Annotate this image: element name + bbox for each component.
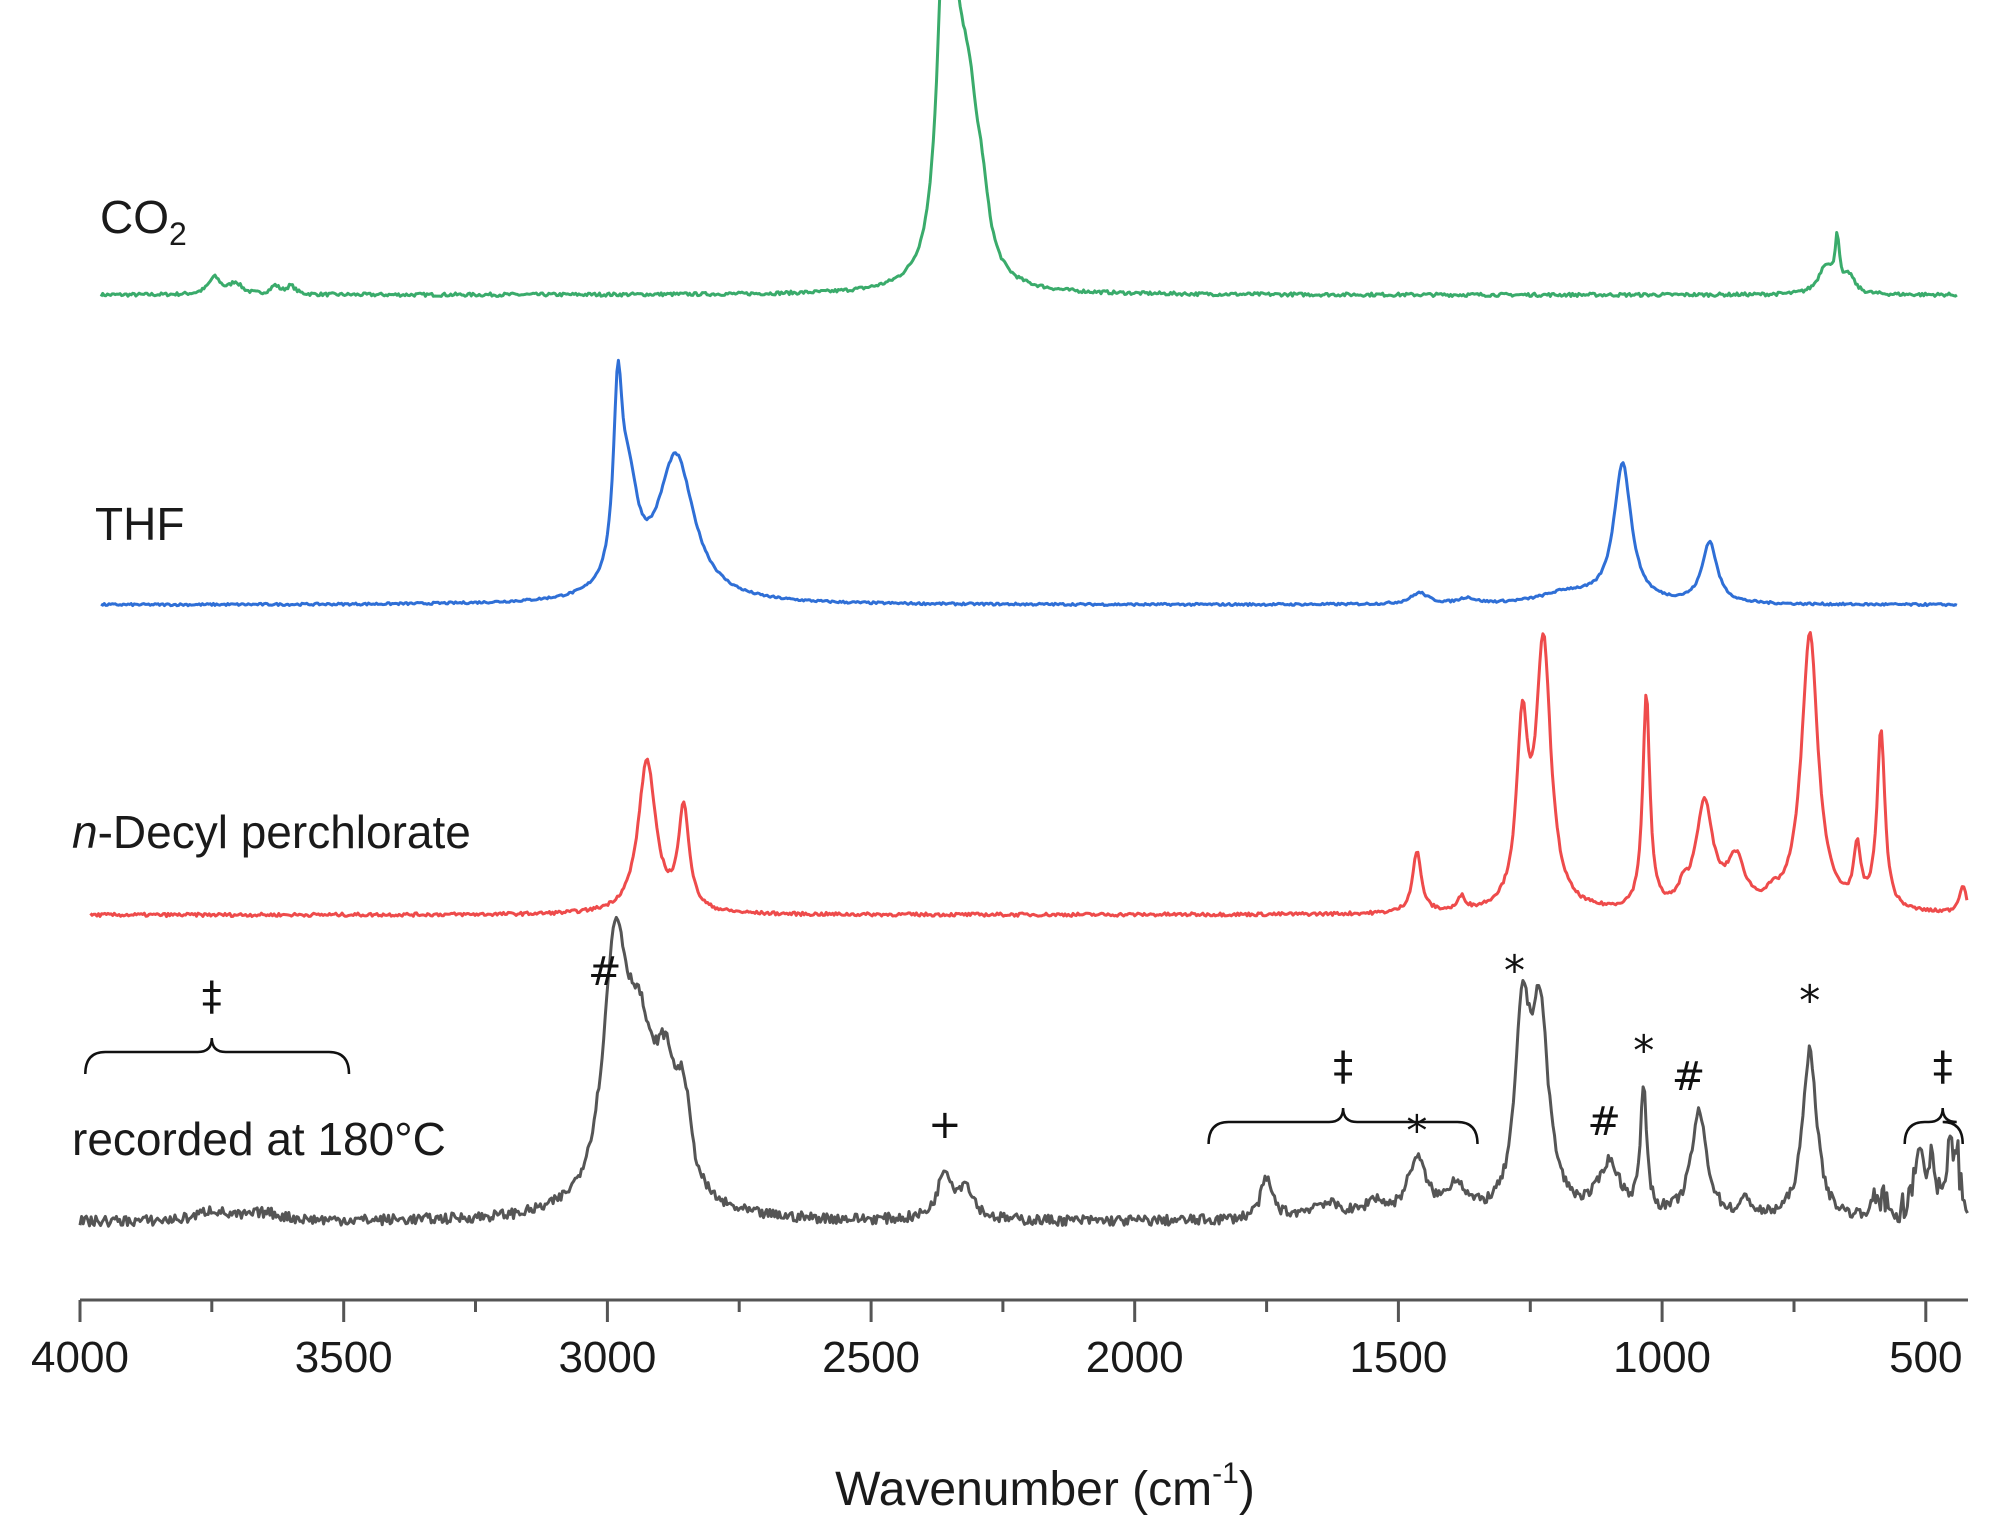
x-tick-label-2500: 2500: [822, 1333, 920, 1382]
series-label-decyl-perchlorate: n-Decyl perchlorate: [72, 806, 471, 858]
series-line-0: [99, 0, 1958, 298]
x-tick-label-500: 500: [1889, 1333, 1962, 1382]
x-tick-label-3500: 3500: [295, 1333, 393, 1382]
x-tick-label-2000: 2000: [1086, 1333, 1184, 1382]
x-tick-label-3000: 3000: [558, 1333, 656, 1382]
annotation-marker-9: *: [1799, 976, 1820, 1025]
peak-annotations: ‡ # + ‡ * * # * # * ‡: [84, 946, 1964, 1155]
series-labels: CO2 THF n-Decyl perchlorate recorded at …: [72, 191, 471, 1165]
annotation-marker-10: ‡: [1933, 1044, 1953, 1090]
annotation-brace-3: [1207, 1107, 1479, 1145]
annotation-marker-4: *: [1406, 1106, 1427, 1155]
series-label-recorded-180c: recorded at 180°C: [72, 1113, 446, 1165]
annotation-marker-1: #: [588, 949, 622, 995]
series-line-1: [100, 358, 1958, 608]
series-line-2: [89, 631, 1969, 918]
annotation-marker-0: ‡: [202, 974, 222, 1020]
x-axis-title: Wavenumber (cm-1): [835, 1457, 1255, 1516]
series-line-3: [78, 915, 1969, 1228]
x-ticks: 4000 3500 3000 2500 2000 1500 1000 500: [31, 1300, 1963, 1382]
x-tick-label-4000: 4000: [31, 1333, 129, 1382]
annotation-marker-2: +: [928, 1102, 962, 1148]
annotation-brace-0: [84, 1037, 351, 1075]
annotation-marker-8: #: [1672, 1054, 1706, 1100]
x-tick-label-1500: 1500: [1349, 1333, 1447, 1382]
series-label-thf: THF: [95, 498, 184, 550]
x-tick-label-1000: 1000: [1613, 1333, 1711, 1382]
annotation-brace-10: [1903, 1107, 1964, 1145]
annotation-marker-6: #: [1587, 1099, 1621, 1145]
annotation-marker-7: *: [1633, 1026, 1654, 1075]
annotation-marker-3: ‡: [1333, 1044, 1353, 1090]
annotation-marker-5: *: [1504, 946, 1525, 995]
series-layer: [78, 0, 1969, 1228]
series-label-co2: CO2: [100, 191, 187, 252]
